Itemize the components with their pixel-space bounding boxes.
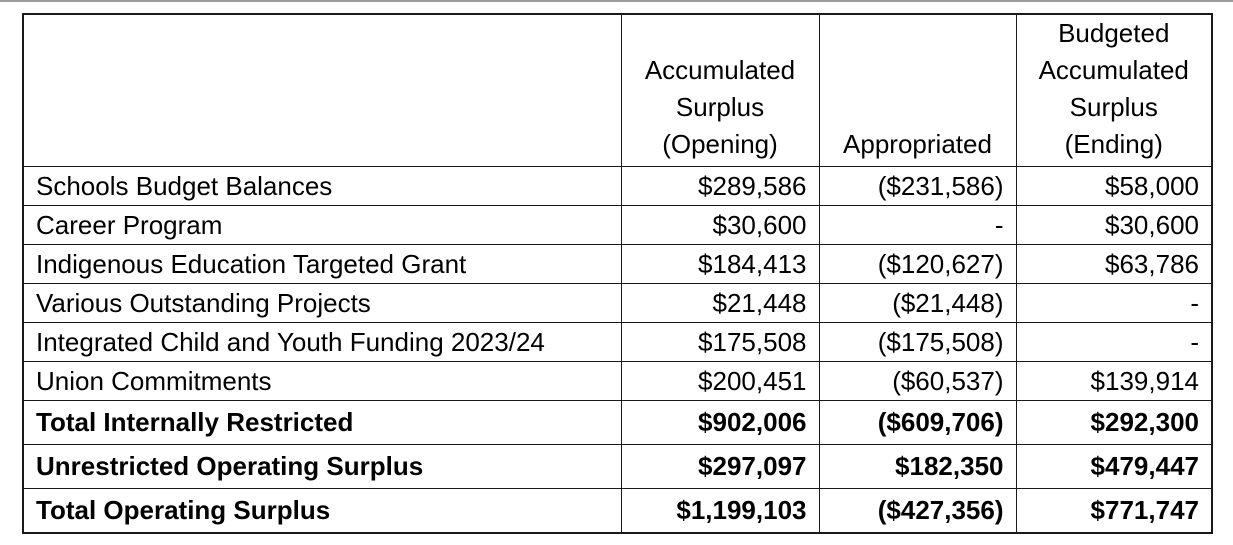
table-row: Career Program $30,600 - $30,600 xyxy=(22,205,1213,245)
table-row: Union Commitments $200,451 ($60,537) $13… xyxy=(22,361,1213,401)
row-label: Career Program xyxy=(22,205,622,245)
appropriated-value: ($609,706) xyxy=(818,400,1017,445)
table-row: Integrated Child and Youth Funding 2023/… xyxy=(22,322,1213,362)
row-label: Total Internally Restricted xyxy=(22,400,622,445)
appropriated-value: - xyxy=(818,205,1017,245)
ending-value: $58,000 xyxy=(1015,166,1213,206)
col-header-accumulated-surplus-opening: Accumulated Surplus (Opening) xyxy=(620,13,820,167)
table-row: Indigenous Education Targeted Grant $184… xyxy=(22,244,1213,284)
ending-value: $292,300 xyxy=(1015,400,1213,445)
col-header-appropriated: Appropriated xyxy=(818,13,1017,167)
col-header-budgeted-accumulated-surplus-ending: Budgeted Accumulated Surplus (Ending) xyxy=(1015,13,1213,167)
ending-value: $139,914 xyxy=(1015,361,1213,401)
appropriated-value: $182,350 xyxy=(818,444,1017,489)
operating-surplus-table: Accumulated Surplus (Opening) Appropriat… xyxy=(22,13,1213,534)
appropriated-value: ($21,448) xyxy=(818,283,1017,323)
appropriated-value: ($60,537) xyxy=(818,361,1017,401)
opening-value: $21,448 xyxy=(620,283,820,323)
appropriated-value: ($120,627) xyxy=(818,244,1017,284)
ending-value: - xyxy=(1015,322,1213,362)
opening-value: $289,586 xyxy=(620,166,820,206)
appropriated-value: ($231,586) xyxy=(818,166,1017,206)
row-label: Schools Budget Balances xyxy=(22,166,622,206)
opening-value: $175,508 xyxy=(620,322,820,362)
opening-value: $902,006 xyxy=(620,400,820,445)
row-label: Various Outstanding Projects xyxy=(22,283,622,323)
ending-value: $63,786 xyxy=(1015,244,1213,284)
opening-value: $1,199,103 xyxy=(620,488,820,533)
row-label: Indigenous Education Targeted Grant xyxy=(22,244,622,284)
table-row: Schools Budget Balances $289,586 ($231,5… xyxy=(22,166,1213,206)
table-header-row: Accumulated Surplus (Opening) Appropriat… xyxy=(22,13,1213,167)
opening-value: $200,451 xyxy=(620,361,820,401)
appropriated-value: ($427,356) xyxy=(818,488,1017,533)
row-label: Union Commitments xyxy=(22,361,622,401)
page-top-rule xyxy=(0,0,1233,2)
ending-value: $30,600 xyxy=(1015,205,1213,245)
total-operating-surplus-row: Total Operating Surplus $1,199,103 ($427… xyxy=(22,488,1213,533)
row-label: Unrestricted Operating Surplus xyxy=(22,444,622,489)
col-header-blank xyxy=(22,13,622,167)
total-internally-restricted-row: Total Internally Restricted $902,006 ($6… xyxy=(22,400,1213,445)
unrestricted-operating-surplus-row: Unrestricted Operating Surplus $297,097 … xyxy=(22,444,1213,489)
appropriated-value: ($175,508) xyxy=(818,322,1017,362)
row-label: Total Operating Surplus xyxy=(22,488,622,533)
ending-value: $771,747 xyxy=(1015,488,1213,533)
opening-value: $184,413 xyxy=(620,244,820,284)
ending-value: $479,447 xyxy=(1015,444,1213,489)
opening-value: $30,600 xyxy=(620,205,820,245)
opening-value: $297,097 xyxy=(620,444,820,489)
ending-value: - xyxy=(1015,283,1213,323)
table-row: Various Outstanding Projects $21,448 ($2… xyxy=(22,283,1213,323)
row-label: Integrated Child and Youth Funding 2023/… xyxy=(22,322,622,362)
